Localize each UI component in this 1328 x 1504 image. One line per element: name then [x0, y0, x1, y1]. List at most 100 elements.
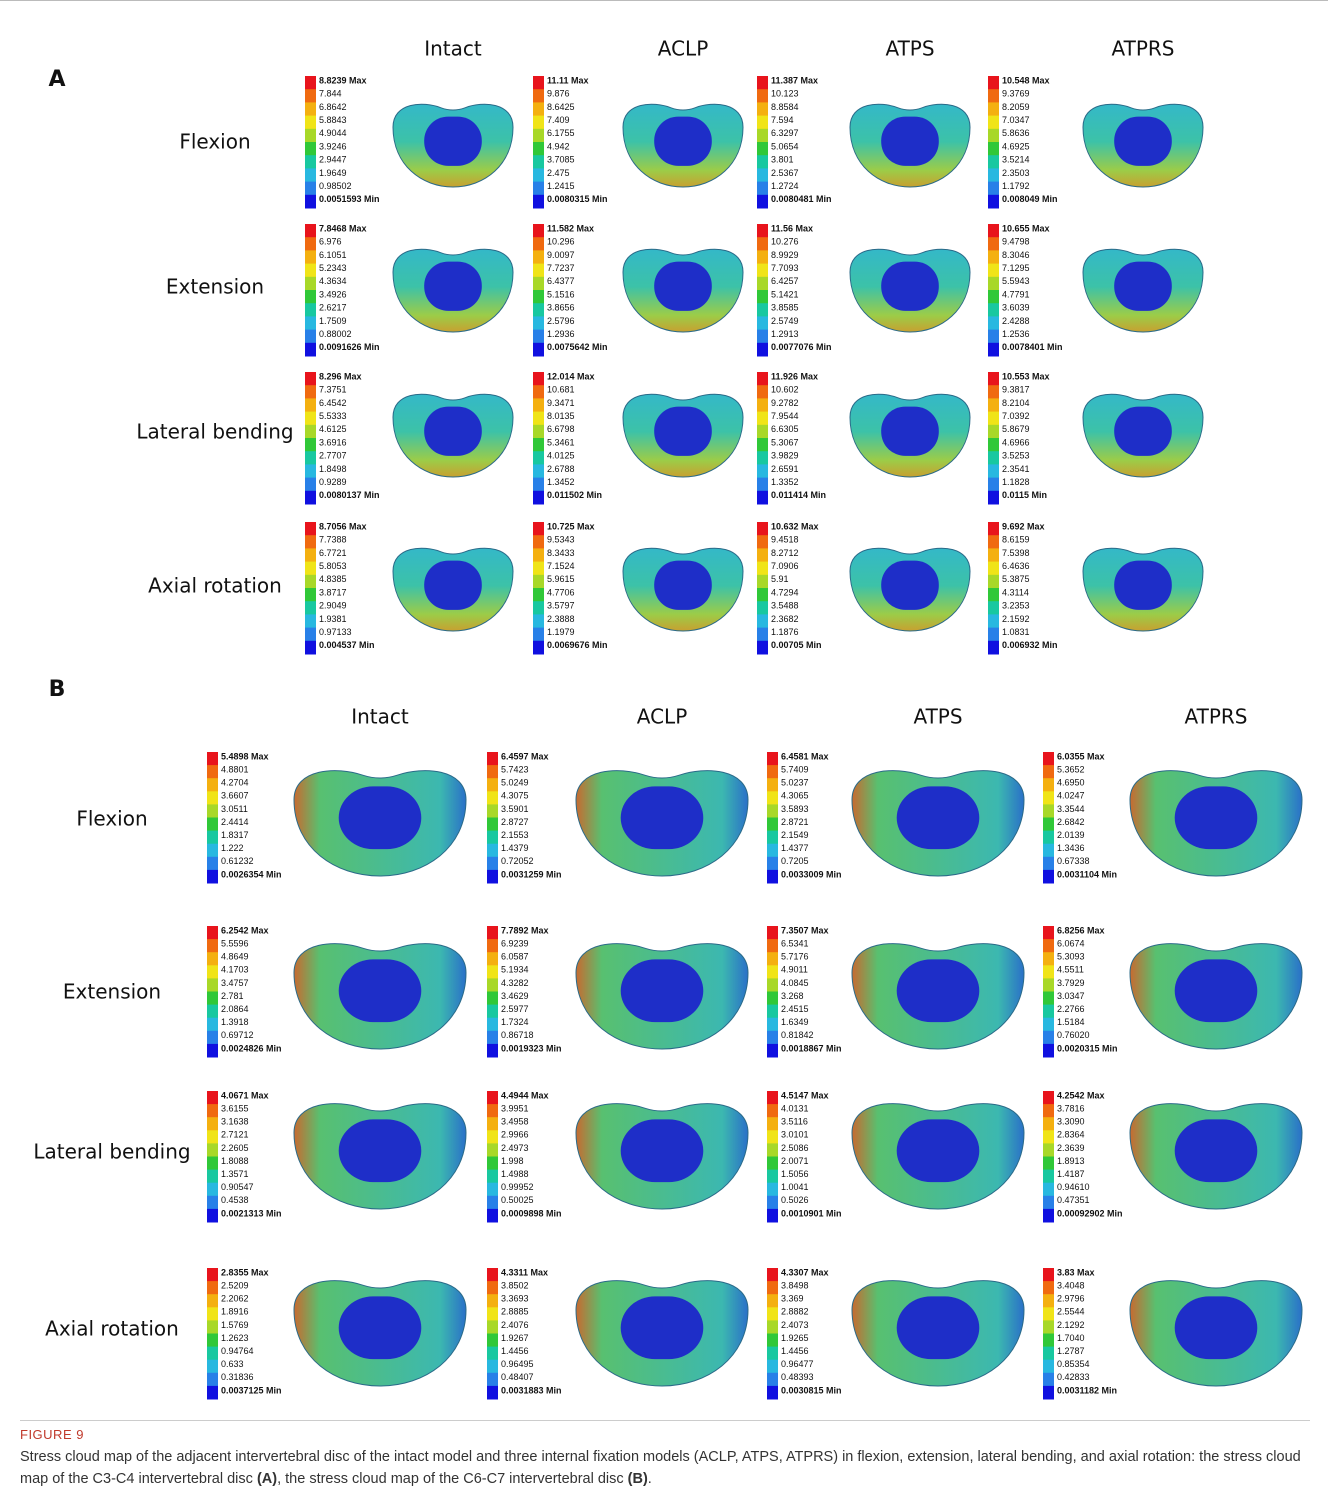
legend-label: 0.9289 [319, 477, 347, 487]
nucleus [1114, 407, 1172, 456]
legend-label: 3.5214 [1002, 155, 1030, 165]
legend-label: 3.2353 [1002, 601, 1030, 611]
legend-label: 5.3461 [547, 437, 575, 447]
nucleus [654, 561, 712, 610]
legend-swatch [487, 870, 498, 884]
legend-swatch [305, 628, 316, 642]
legend-label: 11.582 Max [547, 223, 594, 233]
legend-label: 3.5901 [501, 804, 529, 814]
legend-label: 1.4456 [501, 1346, 529, 1356]
legend-swatch [1043, 1157, 1054, 1171]
legend-swatch [487, 1018, 498, 1032]
legend-label: 2.3682 [771, 614, 799, 624]
legend-label: 0.7205 [781, 856, 809, 866]
legend-swatch [533, 425, 544, 439]
legend-label: 6.9239 [501, 938, 529, 948]
row-label: Flexion [76, 807, 147, 831]
legend-swatch [533, 535, 544, 549]
legend-label: 2.0139 [1057, 830, 1085, 840]
legend-swatch [1043, 818, 1054, 832]
legend-label: 4.3307 Max [781, 1267, 829, 1277]
legend-label: 7.9544 [771, 411, 799, 421]
legend-swatch [487, 1373, 498, 1387]
legend-swatch [767, 870, 778, 884]
nucleus [339, 1296, 422, 1359]
legend-swatch [487, 1386, 498, 1400]
legend-swatch [1043, 1143, 1054, 1157]
legend-label: 3.4958 [501, 1117, 529, 1127]
legend-swatch [988, 316, 999, 330]
legend-label: 0.0030815 Min [781, 1385, 842, 1395]
legend-swatch [533, 264, 544, 278]
row-label: Axial rotation [45, 1317, 179, 1341]
legend-swatch [533, 438, 544, 452]
legend-label: 3.3544 [1057, 804, 1085, 814]
legend-label: 2.4414 [221, 817, 249, 827]
legend-swatch [988, 641, 999, 655]
legend-swatch [207, 870, 218, 884]
nucleus [621, 1119, 704, 1182]
legend-swatch [757, 290, 768, 304]
legend-swatch [305, 316, 316, 330]
legend-label: 3.83 Max [1057, 1267, 1095, 1277]
legend-label: 4.3282 [501, 978, 529, 988]
legend-swatch [757, 182, 768, 196]
legend-swatch [305, 224, 316, 238]
legend-swatch [487, 791, 498, 805]
legend-swatch [1043, 1018, 1054, 1032]
legend-label: 5.0249 [501, 778, 529, 788]
legend-label: 6.4597 Max [501, 751, 549, 761]
legend-swatch [988, 264, 999, 278]
legend-swatch [207, 1320, 218, 1334]
legend-label: 5.8679 [1002, 424, 1030, 434]
legend-swatch [757, 343, 768, 357]
legend-swatch [533, 76, 544, 90]
legend-swatch [533, 277, 544, 291]
legend-label: 1.2623 [221, 1333, 249, 1343]
legend-label: 5.3067 [771, 437, 799, 447]
legend-label: 3.3693 [501, 1294, 529, 1304]
nucleus [1175, 1119, 1258, 1182]
legend-label: 0.67338 [1057, 856, 1090, 866]
legend-label: 0.0031259 Min [501, 869, 562, 879]
legend-label: 6.0674 [1057, 938, 1085, 948]
legend-label: 0.31836 [221, 1372, 254, 1382]
caption-rule [20, 1420, 1310, 1421]
legend-swatch [1043, 752, 1054, 766]
legend-label: 0.81842 [781, 1030, 814, 1040]
nucleus [654, 407, 712, 456]
legend-swatch [757, 478, 768, 492]
legend-swatch [487, 1157, 498, 1171]
legend-swatch [757, 142, 768, 156]
legend-label: 8.9929 [771, 250, 799, 260]
legend-label: 4.4944 Max [501, 1090, 549, 1100]
legend-swatch [305, 522, 316, 536]
legend-swatch [1043, 1196, 1054, 1210]
legend-swatch [533, 250, 544, 264]
legend-swatch [305, 330, 316, 344]
legend-swatch [305, 491, 316, 505]
legend-swatch [1043, 1170, 1054, 1184]
legend-swatch [207, 1143, 218, 1157]
legend-label: 5.4898 Max [221, 751, 269, 761]
legend-label: 5.1421 [771, 289, 799, 299]
legend-swatch [988, 491, 999, 505]
nucleus [621, 1296, 704, 1359]
legend-label: 7.0347 [1002, 115, 1030, 125]
nucleus [897, 959, 980, 1022]
legend-swatch [988, 438, 999, 452]
legend-swatch [533, 478, 544, 492]
legend-label: 9.876 [547, 89, 570, 99]
legend-label: 1.6349 [781, 1017, 809, 1027]
legend-swatch [305, 142, 316, 156]
legend-label: 0.69712 [221, 1030, 254, 1040]
caption: FIGURE 9 Stress cloud map of the adjacen… [20, 1420, 1310, 1490]
legend-label: 8.2104 [1002, 398, 1030, 408]
legend-swatch [487, 818, 498, 832]
legend-swatch [988, 116, 999, 130]
legend-label: 3.5488 [771, 601, 799, 611]
legend-swatch [487, 831, 498, 845]
legend-label: 2.3503 [1002, 168, 1030, 178]
legend-swatch [1043, 1183, 1054, 1197]
legend-swatch [767, 831, 778, 845]
